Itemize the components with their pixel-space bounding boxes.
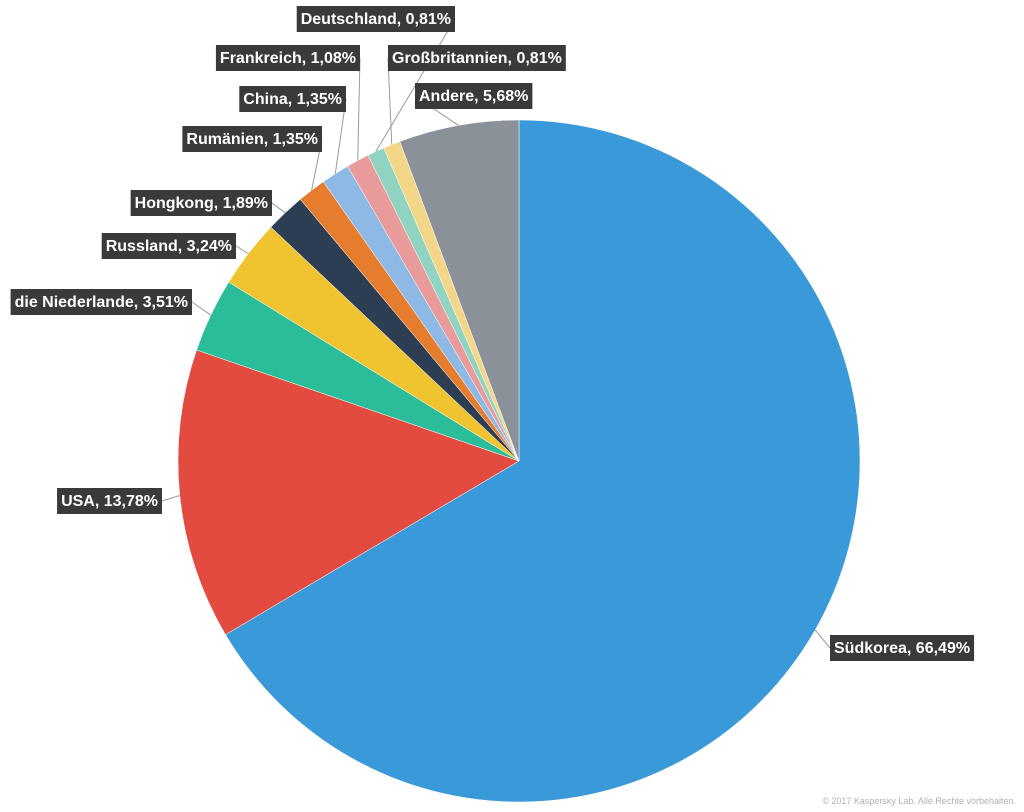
pie-slice-andere: [399, 119, 520, 462]
data-label-background: [130, 190, 272, 216]
data-label-background: [182, 126, 322, 152]
leader-line: [814, 629, 831, 649]
leader-line: [161, 495, 180, 502]
data-label: Hongkong, 1,89%: [130, 190, 272, 216]
data-label-text: Südkorea, 66,49%: [834, 640, 970, 657]
pie-slice-südkorea: [225, 119, 861, 803]
data-label-background: [101, 233, 236, 259]
data-label-background: [388, 45, 566, 71]
data-labels: Südkorea, 66,49% USA, 13,78% die Niederlan…: [10, 6, 975, 661]
pie-slices: [177, 119, 861, 803]
data-label-text: Frankreich, 1,08%: [220, 50, 356, 67]
leader-line: [357, 57, 361, 161]
leader-line: [271, 202, 286, 214]
data-label-text: Hongkong, 1,89%: [135, 195, 268, 212]
data-label: Großbritannien, 0,81%: [388, 45, 566, 71]
data-label-text: USA, 13,78%: [61, 493, 158, 510]
copyright-notice: © 2017 Kaspersky Lab. Alle Rechte vorbeh…: [822, 796, 1016, 806]
data-label-background: [239, 86, 346, 112]
data-label: Frankreich, 1,08%: [215, 45, 360, 71]
data-label-text: die Niederlande, 3,51%: [15, 294, 188, 311]
pie-slice-usa: [177, 349, 520, 635]
data-label: die Niederlande, 3,51%: [10, 289, 192, 315]
data-label-text: Großbritannien, 0,81%: [392, 50, 562, 67]
leader-line: [191, 301, 212, 316]
data-label-background: [57, 488, 162, 514]
data-label: China, 1,35%: [239, 86, 346, 112]
data-label: Andere, 5,68%: [415, 83, 533, 109]
data-label-background: [296, 6, 455, 32]
data-label: Südkorea, 66,49%: [830, 635, 975, 661]
data-label: Russland, 3,24%: [101, 233, 236, 259]
data-label-text: Andere, 5,68%: [419, 88, 528, 105]
data-label-text: China, 1,35%: [243, 91, 342, 108]
leader-line: [387, 57, 393, 145]
data-label: Deutschland, 0,81%: [296, 6, 455, 32]
data-label-background: [830, 635, 975, 661]
data-label: Rumänien, 1,35%: [182, 126, 322, 152]
data-label-text: Rumänien, 1,35%: [186, 131, 318, 148]
data-label-background: [10, 289, 192, 315]
leader-line: [235, 245, 249, 254]
data-label: USA, 13,78%: [57, 488, 162, 514]
data-label-text: Deutschland, 0,81%: [301, 11, 451, 28]
data-label-text: Russland, 3,24%: [106, 238, 232, 255]
data-label-background: [415, 83, 533, 109]
data-label-background: [215, 45, 360, 71]
